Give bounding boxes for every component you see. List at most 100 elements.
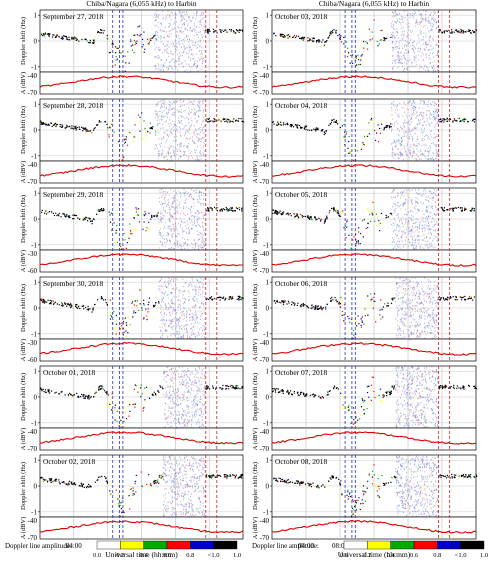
doppler-point xyxy=(68,36,70,38)
noise-point xyxy=(415,55,417,57)
noise-point xyxy=(173,458,175,460)
noise-point xyxy=(203,284,204,286)
noise-point xyxy=(180,483,182,485)
noise-point xyxy=(179,207,181,209)
noise-point xyxy=(192,139,194,141)
noise-point xyxy=(418,160,420,162)
noise-point xyxy=(176,42,178,45)
noise-point xyxy=(175,212,176,214)
doppler-point xyxy=(224,29,226,31)
noise-point xyxy=(199,155,201,158)
noise-point xyxy=(426,118,428,120)
doppler-point xyxy=(241,207,243,209)
noise-point xyxy=(182,43,184,45)
noise-point xyxy=(402,136,404,138)
doppler-point xyxy=(146,318,148,321)
noise-point xyxy=(190,481,192,483)
doppler-point xyxy=(135,214,137,216)
noise-point xyxy=(176,462,178,464)
noise-point xyxy=(180,375,182,378)
noise-point xyxy=(171,394,173,397)
doppler-point xyxy=(217,474,219,477)
noise-point xyxy=(427,69,429,71)
noise-point xyxy=(202,35,204,37)
noise-point xyxy=(202,100,204,103)
noise-point xyxy=(199,498,201,500)
noise-point xyxy=(179,326,181,328)
doppler-point xyxy=(142,228,144,230)
noise-point xyxy=(158,288,160,290)
noise-point xyxy=(185,202,187,204)
noise-point xyxy=(437,152,439,154)
noise-point xyxy=(159,308,161,310)
doppler-point xyxy=(439,30,441,32)
noise-point xyxy=(193,12,195,14)
noise-point xyxy=(203,25,205,28)
noise-point xyxy=(420,114,422,116)
noise-point xyxy=(434,102,436,105)
noise-point xyxy=(411,65,413,67)
noise-point xyxy=(173,43,174,45)
noise-point xyxy=(203,243,204,245)
doppler-point xyxy=(43,33,45,35)
noise-point xyxy=(197,239,199,241)
doppler-point xyxy=(214,118,216,121)
noise-point xyxy=(160,30,162,32)
doppler-point xyxy=(225,384,227,387)
noise-point xyxy=(200,280,202,283)
noise-point xyxy=(165,482,167,484)
noise-point xyxy=(203,99,205,101)
noise-point xyxy=(197,386,199,389)
noise-point xyxy=(200,191,202,194)
noise-point xyxy=(412,41,414,44)
noise-point xyxy=(427,71,429,73)
noise-point xyxy=(187,382,189,384)
noise-point xyxy=(414,51,416,54)
noise-point xyxy=(175,101,177,104)
noise-point xyxy=(200,311,202,313)
noise-point xyxy=(184,22,186,24)
doppler-point xyxy=(98,210,100,213)
noise-point xyxy=(175,40,177,42)
noise-point xyxy=(164,115,166,118)
noise-point xyxy=(187,485,189,487)
doppler-point xyxy=(286,34,288,36)
noise-point xyxy=(412,128,414,130)
noise-point xyxy=(421,153,423,155)
doppler-point xyxy=(96,479,98,481)
noise-point xyxy=(165,402,167,405)
noise-point xyxy=(175,515,176,517)
doppler-point xyxy=(109,126,111,128)
noise-point xyxy=(430,45,432,47)
noise-point xyxy=(181,46,182,48)
amp-tick-label: -70 xyxy=(260,89,270,97)
noise-point xyxy=(160,306,162,309)
noise-point xyxy=(178,322,179,324)
noise-point xyxy=(179,244,181,246)
doppler-point xyxy=(97,31,100,33)
doppler-point xyxy=(68,480,71,482)
doppler-point xyxy=(221,209,223,211)
noise-point xyxy=(195,488,197,491)
noise-point xyxy=(193,113,195,115)
noise-point xyxy=(179,471,181,473)
noise-point xyxy=(173,228,175,230)
noise-point xyxy=(171,113,173,116)
noise-point xyxy=(173,242,175,245)
doppler-point xyxy=(51,36,54,38)
noise-point xyxy=(412,152,414,154)
noise-point xyxy=(196,111,198,113)
noise-point xyxy=(182,477,184,479)
noise-point xyxy=(163,202,165,204)
doppler-point xyxy=(302,37,304,39)
doppler-point xyxy=(105,392,108,394)
noise-point xyxy=(167,374,169,376)
doppler-point xyxy=(44,389,47,391)
noise-point xyxy=(162,123,164,126)
noise-point xyxy=(169,16,171,18)
doppler-point xyxy=(64,214,66,216)
noise-point xyxy=(201,511,203,513)
noise-point xyxy=(161,116,163,118)
noise-point xyxy=(202,466,203,469)
noise-point xyxy=(402,16,404,18)
